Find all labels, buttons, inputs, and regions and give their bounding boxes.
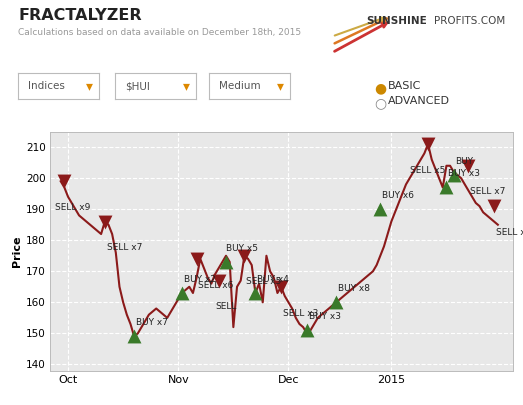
Text: SUNSHINE: SUNSHINE: [366, 16, 427, 26]
Text: ▾: ▾: [86, 79, 93, 93]
Text: SELL x9: SELL x9: [55, 203, 90, 212]
Point: [240, 252, 248, 259]
Point: [222, 259, 230, 265]
Text: Calculations based on data available on December 18th, 2015: Calculations based on data available on …: [18, 28, 301, 37]
Text: SELL x7: SELL x7: [470, 188, 506, 196]
Text: ●: ●: [374, 81, 386, 95]
Text: ○: ○: [374, 96, 386, 111]
Point: [251, 290, 259, 296]
Text: SELL x7: SELL x7: [107, 243, 142, 252]
Text: BUY x5: BUY x5: [226, 244, 258, 253]
Point: [100, 218, 109, 225]
Text: ▾: ▾: [183, 79, 190, 93]
Point: [178, 290, 186, 296]
Text: Indices: Indices: [28, 81, 65, 91]
Text: BUY x7: BUY x7: [136, 318, 168, 327]
Y-axis label: Price: Price: [12, 235, 21, 267]
Point: [303, 327, 311, 333]
Text: BUY x3: BUY x3: [448, 169, 480, 178]
Point: [464, 162, 473, 169]
Text: BUY x6: BUY x6: [382, 191, 414, 200]
Text: $HUI: $HUI: [125, 81, 150, 91]
Text: BASIC: BASIC: [388, 81, 422, 91]
Point: [214, 277, 223, 284]
Text: BUY: BUY: [456, 157, 474, 166]
Text: BUY x3: BUY x3: [309, 312, 340, 321]
Point: [490, 203, 498, 209]
Text: SELL x5: SELL x5: [246, 277, 281, 286]
Text: ▾: ▾: [277, 79, 284, 93]
Point: [60, 178, 69, 185]
Text: Medium: Medium: [219, 81, 260, 91]
Text: BUY x4: BUY x4: [257, 275, 289, 284]
Text: SELL x3: SELL x3: [283, 309, 319, 318]
Point: [332, 299, 340, 305]
Point: [424, 141, 432, 147]
Point: [130, 333, 139, 340]
Text: ADVANCED: ADVANCED: [388, 96, 450, 107]
Text: SELL: SELL: [215, 302, 236, 311]
Text: SELL x5: SELL x5: [410, 166, 445, 175]
Point: [277, 284, 285, 290]
Text: SELL x6: SELL x6: [198, 281, 234, 290]
Text: SELL x: SELL x: [496, 228, 523, 237]
Text: FRACTALYZER: FRACTALYZER: [18, 8, 142, 23]
Point: [442, 184, 451, 191]
Point: [376, 206, 384, 213]
Text: BUY x2: BUY x2: [184, 275, 215, 284]
Text: PROFITS.COM: PROFITS.COM: [434, 16, 505, 26]
Text: BUY x8: BUY x8: [338, 284, 370, 293]
Point: [192, 256, 201, 262]
Point: [450, 172, 458, 178]
